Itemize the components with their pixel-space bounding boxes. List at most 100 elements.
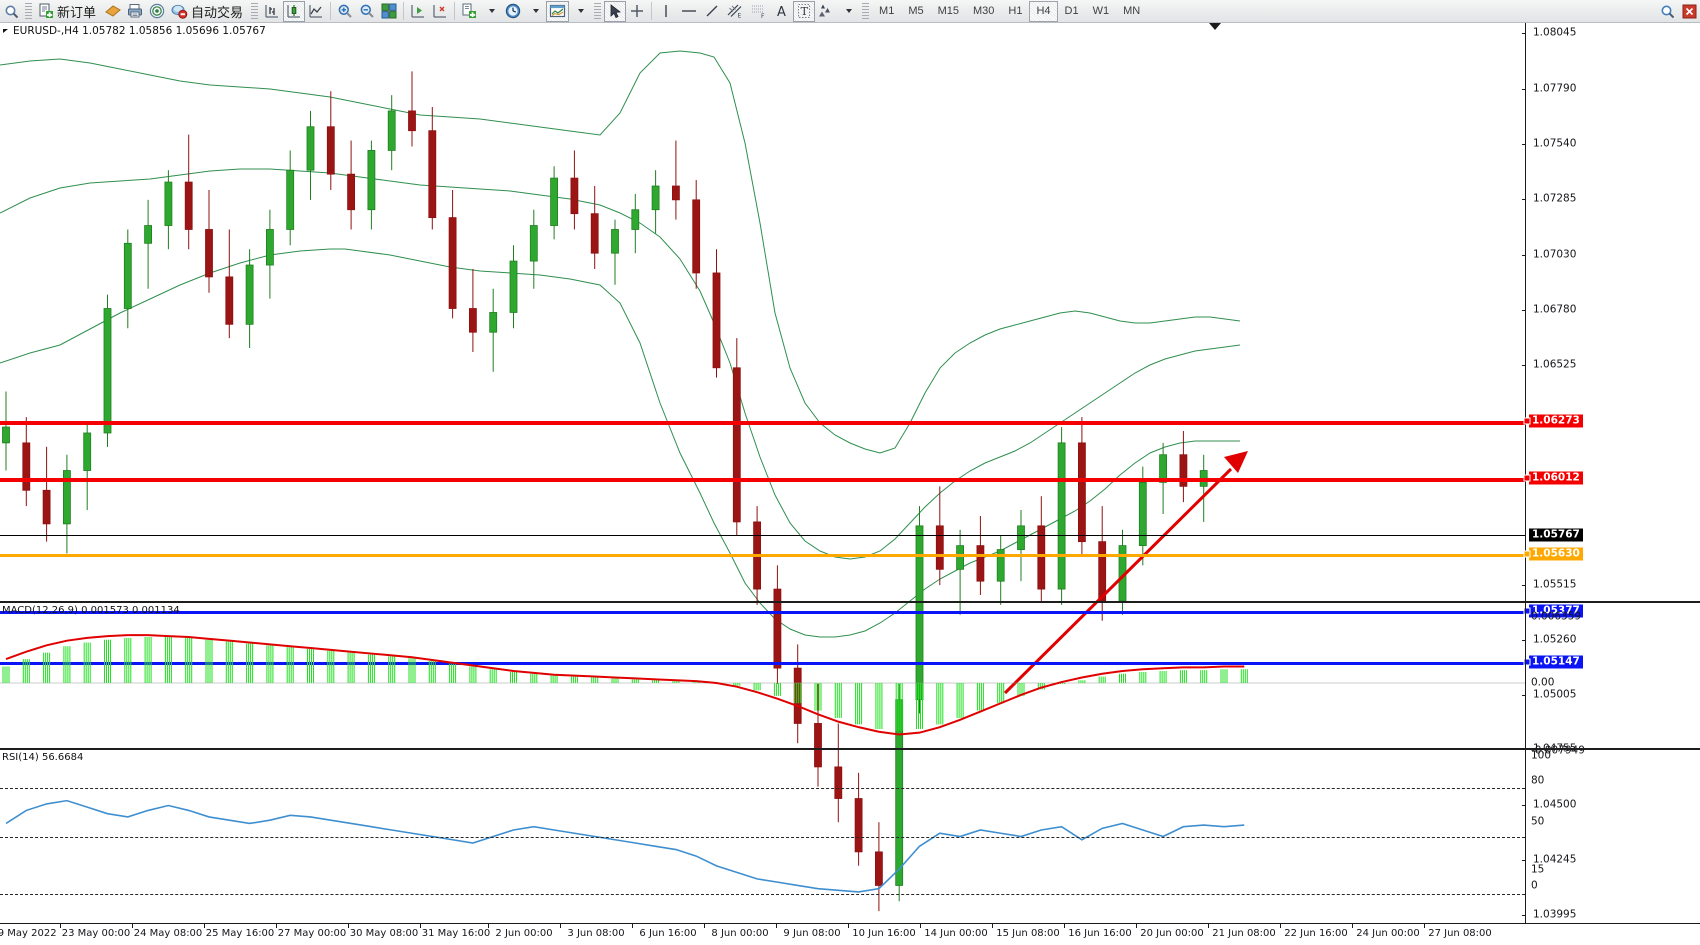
equidistant-channel-icon-button[interactable]: E: [723, 1, 747, 22]
time-tick: [848, 924, 849, 928]
close-window-icon-button[interactable]: [1678, 1, 1700, 22]
period-dropdown-arrow[interactable]: [524, 1, 546, 22]
timeframe-m15[interactable]: M15: [937, 5, 959, 17]
shapes-icon-button[interactable]: [815, 1, 837, 22]
level-line-1.05147[interactable]: [0, 662, 1525, 665]
search-right-icon-button[interactable]: [1656, 1, 1678, 22]
axis-tick: [1522, 585, 1526, 586]
level-handle-support-2[interactable]: [1523, 658, 1531, 666]
templates-icon-button[interactable]: [546, 0, 570, 22]
rsi-axis-value: 80: [1531, 774, 1545, 787]
chart-area[interactable]: EURUSD-,H4 1.05782 1.05856 1.05696 1.057…: [0, 23, 1700, 945]
expert-advisor-icon-button[interactable]: [101, 1, 124, 22]
rsi-level-15: [0, 893, 1525, 895]
shapes-dropdown-arrow[interactable]: [837, 1, 859, 22]
timeframe-m1[interactable]: M1: [879, 5, 895, 17]
macd-plot[interactable]: [0, 603, 1525, 748]
timeframe-m30[interactable]: M30: [973, 5, 995, 17]
level-line-1.05377[interactable]: [0, 611, 1525, 614]
macd-axis: 0.006359 0.00 -0.007949: [1525, 603, 1700, 756]
time-axis-label: 8 Jun 00:00: [711, 928, 769, 939]
toolbar-grip-4[interactable]: [862, 2, 870, 20]
timeframe-d1[interactable]: D1: [1064, 5, 1079, 17]
time-tick: [60, 924, 61, 928]
text-label-icon-button[interactable]: T: [793, 0, 816, 22]
axis-tick: [1522, 144, 1526, 145]
zoom-out-icon-button[interactable]: [356, 1, 378, 22]
time-axis-label: 23 May 00:00: [61, 928, 131, 939]
indicators-icon-button[interactable]: [458, 1, 480, 22]
autotrading-button[interactable]: 自动交易: [168, 1, 248, 22]
price-axis-value: 1.07030: [1533, 248, 1577, 261]
timeframe-h1[interactable]: H1: [1008, 5, 1023, 17]
axis-tick: [1522, 695, 1526, 696]
toolbar-grip-3[interactable]: [594, 2, 602, 20]
chart-scroll-marker[interactable]: [1209, 23, 1221, 30]
time-tick: [204, 924, 205, 928]
price-label-resistance-1[interactable]: 1.06012: [1529, 471, 1583, 485]
timeframe-mn[interactable]: MN: [1123, 5, 1141, 17]
axis-tick: [1522, 365, 1526, 366]
level-line-1.06012[interactable]: [0, 478, 1525, 482]
timeframe-h4[interactable]: H4: [1029, 0, 1058, 22]
time-axis-label: 31 May 16:00: [421, 928, 491, 939]
print-icon-button[interactable]: [124, 1, 146, 22]
time-axis-label: 21 Jun 08:00: [1212, 928, 1276, 939]
time-axis-label: 2 Jun 00:00: [495, 928, 553, 939]
fibonacci-icon-button[interactable]: F: [747, 1, 771, 22]
timeframe-m5[interactable]: M5: [908, 5, 924, 17]
vertical-line-icon-button[interactable]: [655, 1, 677, 22]
toolbar-grip-2[interactable]: [251, 2, 259, 20]
tile-windows-icon-button[interactable]: [378, 1, 400, 22]
new-order-button[interactable]: 新订单: [35, 1, 101, 22]
level-handle-resistance-1[interactable]: [1523, 474, 1531, 482]
metaquotes-icon-button[interactable]: [146, 1, 168, 22]
time-axis-label: 16 Jun 16:00: [1068, 928, 1132, 939]
timeframe-w1[interactable]: W1: [1092, 5, 1110, 17]
bollinger-middle-band: [0, 168, 1241, 560]
price-plot[interactable]: [0, 23, 1525, 923]
price-label-support-1[interactable]: 1.05377: [1529, 604, 1583, 618]
chart-symbol-header: EURUSD-,H4 1.05782 1.05856 1.05696 1.057…: [3, 25, 266, 37]
time-tick: [348, 924, 349, 928]
indicators-dropdown-arrow[interactable]: [480, 1, 502, 22]
symbol-ohlc-text: EURUSD-,H4 1.05782 1.05856 1.05696 1.057…: [13, 25, 266, 37]
line-chart-icon-button[interactable]: [305, 1, 327, 22]
price-axis[interactable]: 1.08045 1.07790 1.07540 1.07285 1.07030 1.067…: [1522, 23, 1700, 923]
horizontal-line-icon-button[interactable]: [677, 1, 701, 22]
candlestick-chart-icon-button[interactable]: [283, 0, 306, 22]
search-icon-button[interactable]: [0, 1, 22, 22]
time-axis-label: 27 Jun 08:00: [1428, 928, 1492, 939]
price-label-support-2[interactable]: 1.05147: [1529, 655, 1583, 669]
templates-dropdown-arrow[interactable]: [569, 1, 591, 22]
data-window-icon-button[interactable]: [407, 1, 429, 22]
level-line-1.06273[interactable]: [0, 421, 1525, 425]
trend-arrow-annotation[interactable]: [1003, 451, 1248, 695]
toolbar-separator-2: [403, 2, 405, 20]
rsi-plot[interactable]: [0, 750, 1525, 923]
time-axis-label: 9 Jun 08:00: [783, 928, 841, 939]
time-tick: [1064, 924, 1065, 928]
toolbar-grip[interactable]: [25, 2, 32, 20]
text-icon-button[interactable]: A: [771, 1, 793, 22]
price-label-resistance-2[interactable]: 1.06273: [1529, 414, 1583, 428]
price-label-current-price[interactable]: 1.05767: [1529, 528, 1583, 542]
price-label-pivot-level[interactable]: 1.05630: [1529, 547, 1583, 561]
crosshair-icon-button[interactable]: [626, 1, 648, 22]
level-handle-resistance-2[interactable]: [1523, 417, 1531, 425]
grid-icon-button[interactable]: [429, 1, 451, 22]
level-handle-pivot-level[interactable]: [1523, 550, 1531, 558]
bar-chart-icon-button[interactable]: [261, 1, 283, 22]
zoom-in-icon-button[interactable]: [334, 1, 356, 22]
trendline-icon-button[interactable]: [701, 1, 723, 22]
svg-text:F: F: [761, 13, 765, 19]
level-line-1.05767[interactable]: [0, 535, 1525, 536]
level-line-1.05630[interactable]: [0, 554, 1525, 557]
macd-axis-value: 0.00: [1531, 676, 1555, 689]
time-axis-label: 27 May 00:00: [277, 928, 347, 939]
time-axis-label: 14 Jun 00:00: [924, 928, 988, 939]
level-handle-support-1[interactable]: [1523, 607, 1531, 615]
cursor-icon-button[interactable]: [604, 0, 627, 22]
period-icon-button[interactable]: [502, 1, 524, 22]
